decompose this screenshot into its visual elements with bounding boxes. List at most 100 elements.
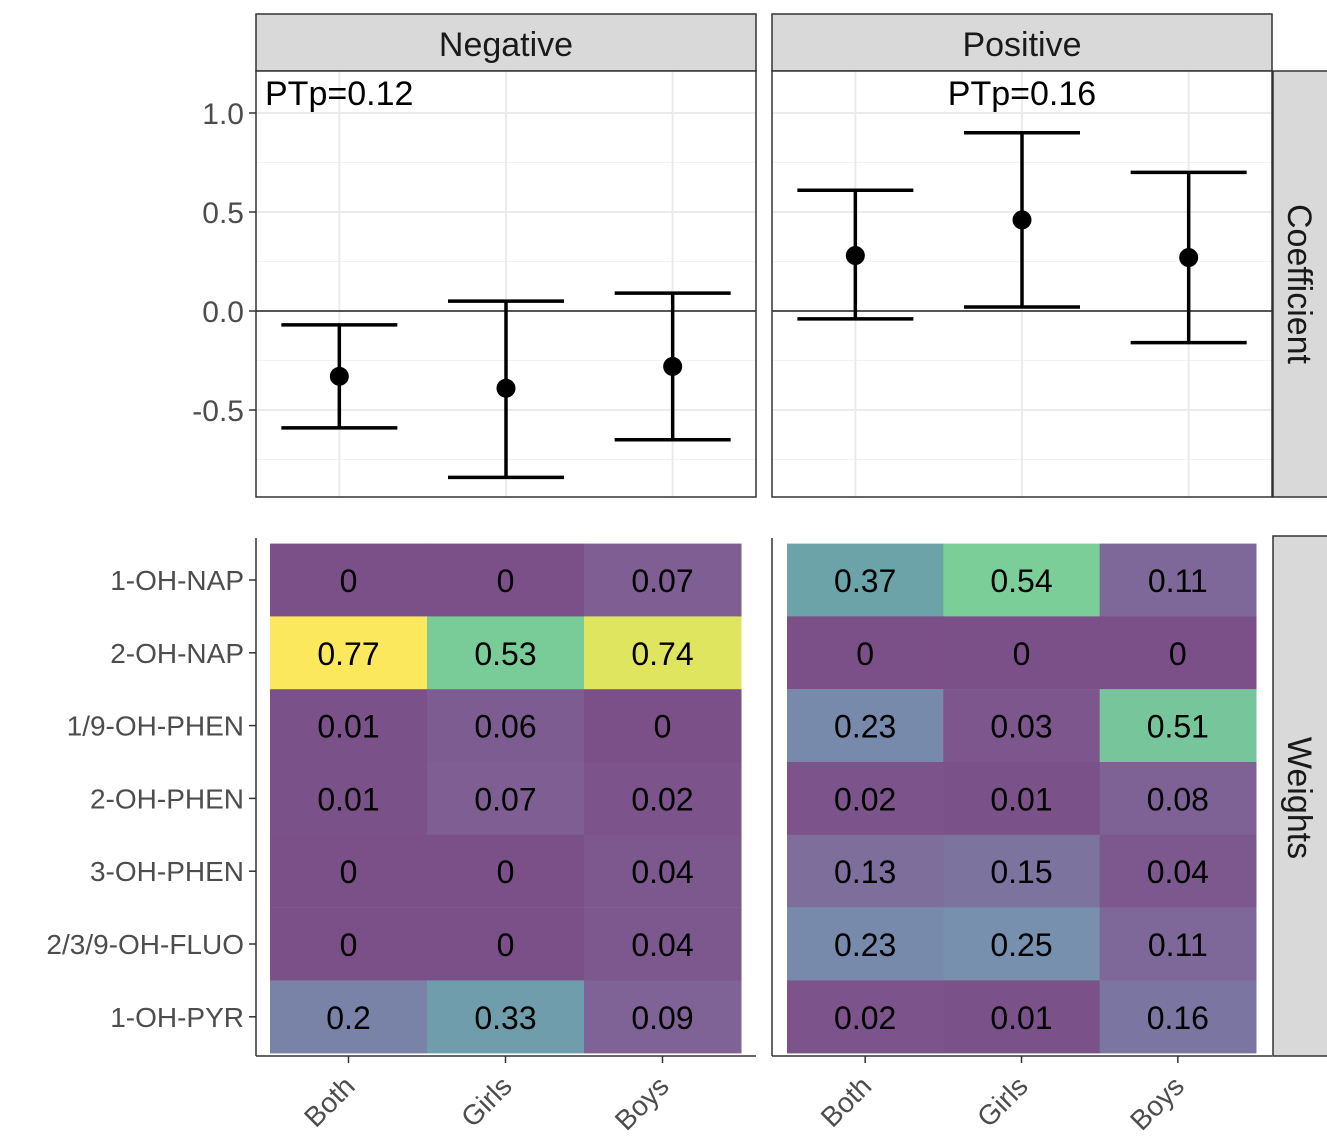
point-negative-girls — [496, 378, 516, 398]
heatmap-cell-negative-1-9-oh-phen-boys — [584, 689, 742, 763]
heatmap-cell-negative-2-3-9-oh-fluo-girls — [427, 907, 585, 981]
heatmap-cell-positive-3-oh-phen-girls — [943, 834, 1101, 908]
heatmap-cell-positive-2-oh-phen-girls — [943, 762, 1101, 835]
heatmap-cell-negative-3-oh-phen-both — [270, 834, 428, 908]
heatmap-cell-positive-1-oh-nap-girls — [943, 543, 1101, 617]
point-negative-both — [329, 366, 349, 386]
heatmap-value-positive-1-oh-nap-girls: 0.54 — [990, 563, 1052, 599]
heatmap-cell-negative-1-9-oh-phen-both — [270, 689, 428, 763]
heatmap-value-negative-1-9-oh-phen-boys: 0 — [654, 709, 672, 745]
heatmap-panel-positive: 0.37 0.54 0.11 0 0 0 0.23 0.03 0.51 0.02 0.01 0.08 0… — [772, 543, 1272, 1136]
heatmap-value-positive-1-oh-pyr-boys: 0.16 — [1147, 1000, 1209, 1036]
heatmap-cell-positive-2-oh-phen-boys — [1099, 762, 1257, 835]
heatmap-cell-positive-1-9-oh-phen-boys — [1099, 689, 1257, 763]
facet-label-weights: Weights — [1280, 737, 1318, 859]
heatmap-cell-positive-2-oh-nap-both — [787, 616, 944, 690]
heatmap-cell-negative-1-oh-pyr-boys — [584, 980, 742, 1054]
heatmap-value-positive-3-oh-phen-girls: 0.15 — [990, 854, 1052, 890]
heatmap-value-negative-2-oh-nap-girls: 0.53 — [474, 636, 536, 672]
heatmap-cell-positive-1-oh-pyr-girls — [943, 980, 1101, 1054]
heatmap-row-label-1-oh-nap: 1-OH-NAP — [110, 565, 244, 596]
heatmap-cell-positive-2-3-9-oh-fluo-girls — [943, 907, 1101, 981]
facet-strip-weights — [1272, 535, 1327, 1057]
heatmap-cell-negative-1-oh-nap-boys — [584, 543, 742, 617]
heatmap-value-negative-1-oh-nap-girls: 0 — [497, 563, 515, 599]
heatmap-cell-positive-1-oh-pyr-boys — [1099, 980, 1257, 1054]
heatmap-row-label-2-oh-phen: 2-OH-PHEN — [90, 783, 244, 814]
y-tick-label: -0.5 — [192, 395, 244, 428]
facet-strip-negative — [255, 13, 757, 72]
heatmap-value-positive-2-3-9-oh-fluo-boys: 0.11 — [1148, 927, 1208, 963]
y-tick-label: 1.0 — [202, 98, 244, 131]
heatmap-row-label-2-3-9-oh-fluo: 2/3/9-OH-FLUO — [46, 929, 244, 960]
heatmap-value-negative-1-9-oh-phen-both: 0.01 — [317, 709, 379, 745]
heatmap-value-positive-2-oh-nap-girls: 0 — [1013, 636, 1031, 672]
heatmap-row-label-1-oh-pyr: 1-OH-PYR — [110, 1002, 244, 1033]
heatmap-value-negative-1-oh-pyr-both: 0.2 — [326, 1000, 370, 1036]
heatmap-row-label-1-9-oh-phen: 1/9-OH-PHEN — [67, 711, 244, 742]
facet-label-negative: Negative — [439, 26, 573, 64]
heatmap-cell-negative-1-9-oh-phen-girls — [427, 689, 585, 763]
heatmap-cell-negative-2-oh-nap-girls — [427, 616, 585, 690]
heatmap-cell-positive-2-3-9-oh-fluo-both — [787, 907, 944, 981]
annotation-positive: PTp=0.16 — [948, 75, 1096, 113]
heatmap-value-positive-2-3-9-oh-fluo-both: 0.23 — [834, 927, 896, 963]
point-negative-boys — [663, 356, 683, 376]
heatmap-value-negative-1-oh-pyr-girls: 0.33 — [474, 1000, 536, 1036]
x-tick-label-girls: Girls — [455, 1070, 518, 1133]
heatmap-cell-positive-1-9-oh-phen-girls — [943, 689, 1101, 763]
heatmap-value-positive-2-oh-phen-girls: 0.01 — [990, 781, 1052, 817]
annotation-negative: PTp=0.12 — [265, 75, 413, 113]
facet-label-coefficient: Coefficient — [1280, 204, 1318, 365]
heatmap-value-positive-3-oh-phen-both: 0.13 — [834, 854, 896, 890]
heatmap-cell-negative-1-oh-nap-girls — [427, 543, 585, 617]
heatmap-cell-negative-2-oh-phen-girls — [427, 762, 585, 835]
heatmap-cell-positive-1-oh-nap-both — [787, 543, 944, 617]
heatmap-cell-positive-2-oh-phen-both — [787, 762, 944, 835]
heatmap-value-negative-1-oh-nap-boys: 0.07 — [631, 563, 693, 599]
x-tick-label-both: Both — [298, 1070, 361, 1133]
heatmap-value-negative-3-oh-phen-both: 0 — [340, 854, 358, 890]
heatmap-value-negative-2-oh-phen-girls: 0.07 — [474, 781, 536, 817]
heatmap-value-positive-2-oh-nap-both: 0 — [856, 636, 874, 672]
x-tick-label-boys: Boys — [1124, 1070, 1190, 1136]
panel-border — [255, 70, 757, 498]
heatmap-cell-negative-2-3-9-oh-fluo-boys — [584, 907, 742, 981]
heatmap-value-negative-1-9-oh-phen-girls: 0.06 — [474, 709, 536, 745]
heatmap-value-negative-2-oh-nap-both: 0.77 — [317, 636, 379, 672]
x-tick-label-both: Both — [815, 1070, 878, 1133]
y-tick-label: 0.5 — [202, 197, 244, 230]
heatmap-value-positive-1-oh-pyr-girls: 0.01 — [990, 1000, 1052, 1036]
heatmap-row-label-3-oh-phen: 3-OH-PHEN — [90, 856, 244, 887]
heatmap-value-negative-1-oh-nap-both: 0 — [340, 563, 358, 599]
heatmap-cell-negative-2-oh-nap-boys — [584, 616, 742, 690]
heatmap-cell-negative-2-oh-phen-both — [270, 762, 428, 835]
heatmap-cell-positive-1-9-oh-phen-both — [787, 689, 944, 763]
heatmap-value-negative-2-oh-phen-both: 0.01 — [317, 781, 379, 817]
heatmap-value-negative-2-3-9-oh-fluo-boys: 0.04 — [631, 927, 693, 963]
facet-strip-positive — [771, 13, 1273, 72]
facet-label-positive: Positive — [962, 26, 1081, 64]
heatmap-value-negative-3-oh-phen-girls: 0 — [497, 854, 515, 890]
point-positive-both — [845, 246, 865, 266]
heatmap-cell-positive-1-oh-pyr-both — [787, 980, 944, 1054]
heatmap-cell-negative-3-oh-phen-girls — [427, 834, 585, 908]
heatmap-value-positive-1-oh-pyr-both: 0.02 — [834, 1000, 896, 1036]
heatmap-row-label-2-oh-nap: 2-OH-NAP — [110, 638, 244, 669]
heatmap-cell-positive-1-oh-nap-boys — [1099, 543, 1257, 617]
heatmap-value-positive-1-oh-nap-boys: 0.11 — [1148, 563, 1208, 599]
x-tick-label-boys: Boys — [609, 1070, 675, 1136]
heatmap-cell-negative-1-oh-pyr-girls — [427, 980, 585, 1054]
heatmap-cell-negative-2-oh-nap-both — [270, 616, 428, 690]
heatmap-cell-positive-2-oh-nap-boys — [1099, 616, 1257, 690]
heatmap-cell-negative-2-3-9-oh-fluo-both — [270, 907, 428, 981]
heatmap-cell-negative-1-oh-nap-both — [270, 543, 428, 617]
heatmap-value-positive-1-oh-nap-both: 0.37 — [834, 563, 896, 599]
heatmap-value-negative-2-oh-nap-boys: 0.74 — [631, 636, 693, 672]
heatmap-value-negative-2-oh-phen-boys: 0.02 — [631, 781, 693, 817]
point-positive-girls — [1012, 210, 1032, 230]
heatmap-cell-positive-3-oh-phen-both — [787, 834, 944, 908]
heatmap-value-positive-1-9-oh-phen-boys: 0.51 — [1147, 709, 1209, 745]
